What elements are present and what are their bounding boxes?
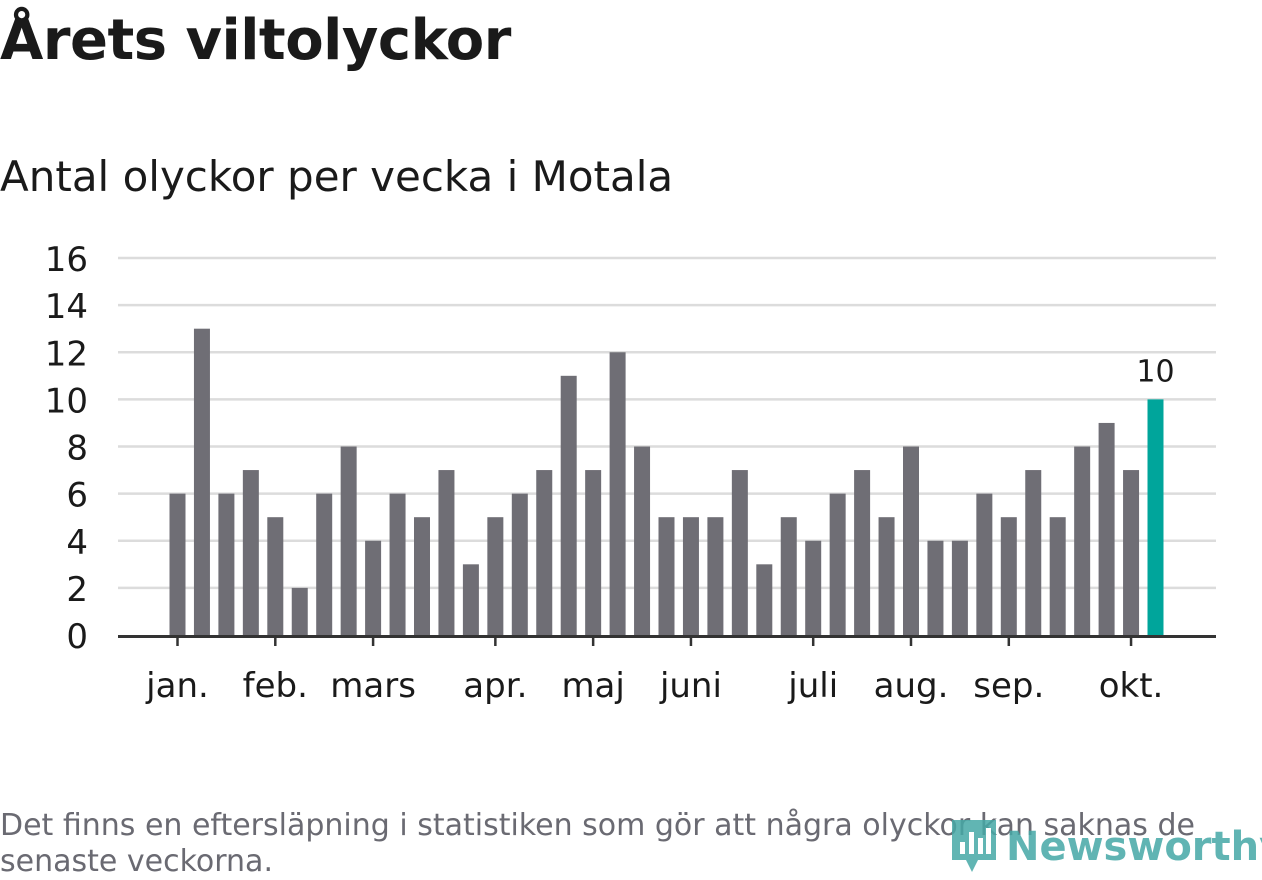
newsworthy-logo: Newsworthy (948, 816, 1262, 878)
bar (1098, 422, 1115, 635)
y-tick-label: 0 (66, 617, 88, 657)
bar (780, 517, 797, 635)
bar-chart: 0 2 4 6 8 10 12 14 16 10 jan. feb. mars apr. maj juni ju… (45, 240, 1216, 706)
bar-chart-logo-icon (952, 820, 996, 872)
bar (1123, 470, 1140, 635)
x-tick-label: okt. (1099, 666, 1164, 706)
y-tick-label: 16 (45, 240, 88, 280)
chart-title: Årets viltolyckor (0, 8, 511, 73)
bar (707, 517, 724, 635)
bar (340, 446, 357, 635)
bar (218, 493, 235, 635)
gridlines (118, 256, 1216, 590)
bar (585, 470, 602, 635)
y-tick-label: 4 (66, 523, 88, 563)
bar (438, 470, 455, 635)
bar (487, 517, 504, 635)
bar (267, 517, 284, 635)
logo-text: Newsworthy (1006, 824, 1262, 870)
bar (976, 493, 993, 635)
x-tick-label: maj (561, 666, 624, 706)
y-tick-label: 6 (66, 476, 88, 516)
bar (414, 517, 430, 635)
bar (1049, 517, 1066, 635)
bar (1025, 470, 1042, 635)
bar (756, 564, 773, 635)
bar (805, 540, 822, 635)
bar (951, 540, 968, 635)
bar (731, 470, 748, 635)
x-tick-label: feb. (243, 666, 308, 706)
bar (365, 540, 382, 635)
bar (193, 328, 210, 635)
bars (169, 328, 1164, 635)
bar (291, 587, 308, 635)
bar (389, 493, 406, 635)
bar (511, 493, 528, 635)
bar (316, 493, 333, 635)
y-tick-label: 8 (66, 429, 88, 469)
bar (1074, 446, 1091, 635)
bar (536, 470, 553, 635)
bar (829, 493, 846, 635)
bar (854, 470, 871, 635)
bar (634, 446, 651, 635)
bar (609, 352, 626, 635)
x-tick-label: jan. (145, 666, 209, 706)
x-tick-label: sep. (973, 666, 1044, 706)
x-tick-label: mars (330, 666, 416, 706)
x-tick-label: juni (659, 666, 722, 706)
x-tick-label: aug. (874, 666, 949, 706)
x-tick-label: apr. (463, 666, 527, 706)
chart-subtitle: Antal olyckor per vecka i Motala (0, 152, 674, 201)
x-axis (118, 635, 1216, 646)
highlight-bar (1147, 399, 1164, 635)
bar (242, 470, 259, 635)
x-tick-label: juli (787, 666, 838, 706)
bar (658, 517, 675, 635)
bar (1000, 517, 1017, 635)
y-tick-label: 2 (66, 570, 88, 610)
bar (462, 564, 479, 635)
bar (682, 517, 699, 635)
y-tick-label: 12 (45, 334, 88, 374)
bar (560, 375, 577, 635)
y-tick-label: 10 (45, 381, 88, 421)
axis-labels: 0 2 4 6 8 10 12 14 16 10 jan. feb. mars apr. maj juni ju… (45, 240, 1175, 706)
bar (903, 446, 919, 635)
bar (927, 540, 944, 635)
bar (878, 517, 895, 635)
highlight-value-label: 10 (1136, 354, 1174, 389)
bar (169, 493, 186, 635)
y-tick-label: 14 (45, 287, 88, 327)
